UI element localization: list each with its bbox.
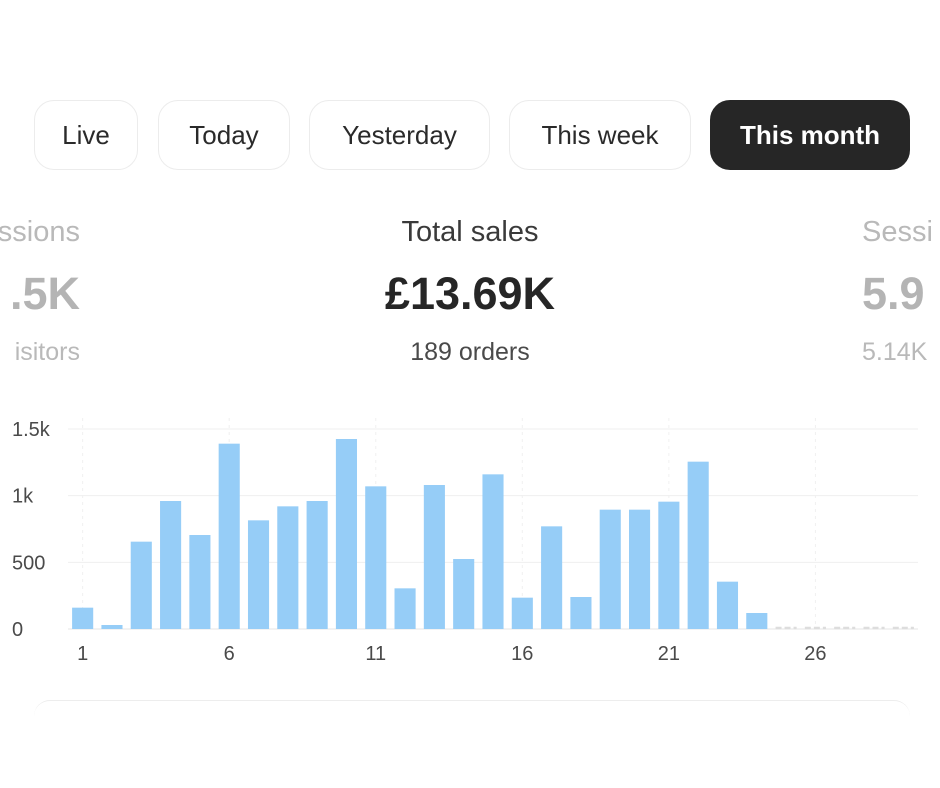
bar-day-16[interactable] [511,597,533,629]
x-tick-label: 16 [511,643,533,665]
x-tick-label: 1 [77,643,88,665]
bar-day-1[interactable] [72,607,94,629]
bar-day-20[interactable] [629,509,651,629]
metric-value: £13.69K [384,268,556,319]
y-tick-label: 1k [12,486,34,508]
bar-day-22[interactable] [687,461,709,629]
metric-sessions-right[interactable]: Sessi 5.9 5.14K [862,212,940,370]
bar-day-8[interactable] [277,506,299,629]
y-tick-label: 0 [12,619,23,641]
bar-day-5[interactable] [189,535,211,629]
bar-day-4[interactable] [160,501,182,629]
metric-value: 5.9 [862,268,925,319]
bar-day-12[interactable] [394,588,416,629]
bar-day-19[interactable] [599,509,621,629]
bar-day-13[interactable] [423,485,445,629]
bar-day-17[interactable] [541,526,563,629]
y-tick-label: 500 [12,552,45,574]
metric-subtext: 189 orders [410,338,530,366]
bar-day-3[interactable] [130,541,152,629]
tab-this-week[interactable]: This week [509,100,691,170]
metric-subtext: isitors [14,338,80,366]
bar-day-10[interactable] [335,439,357,629]
metric-sessions-left[interactable]: ssions .5K isitors [0,212,80,370]
x-tick-label: 11 [365,643,386,665]
tab-this-month[interactable]: This month [710,100,910,170]
bar-day-23[interactable] [716,581,739,629]
metric-total-sales[interactable]: Total sales £13.69K 189 orders [320,212,620,370]
metric-value: .5K [9,268,80,319]
bar-day-2[interactable] [101,625,123,629]
x-tick-label: 6 [224,643,235,665]
bottom-card [34,700,910,731]
tab-live[interactable]: Live [34,100,138,170]
bar-day-11[interactable] [365,486,387,629]
metric-label: Sessi [862,216,933,248]
tab-yesterday[interactable]: Yesterday [309,100,490,170]
bar-day-18[interactable] [570,597,592,629]
x-tick-label: 26 [804,643,826,665]
bar-day-21[interactable] [658,501,680,629]
bar-day-7[interactable] [247,520,270,629]
tab-today[interactable]: Today [158,100,290,170]
metric-label: Total sales [401,216,539,248]
metric-subtext: 5.14K [862,338,928,366]
date-range-tabs: Live Today Yesterday This week This mont… [0,100,940,172]
bar-day-15[interactable] [482,474,504,629]
y-tick-label: 1.5k [12,419,51,441]
bar-day-9[interactable] [306,501,328,629]
metric-label: ssions [0,216,80,248]
bar-day-24[interactable] [746,613,768,629]
x-tick-label: 21 [658,643,680,665]
bar-day-6[interactable] [218,443,240,629]
bar-day-14[interactable] [453,559,475,629]
